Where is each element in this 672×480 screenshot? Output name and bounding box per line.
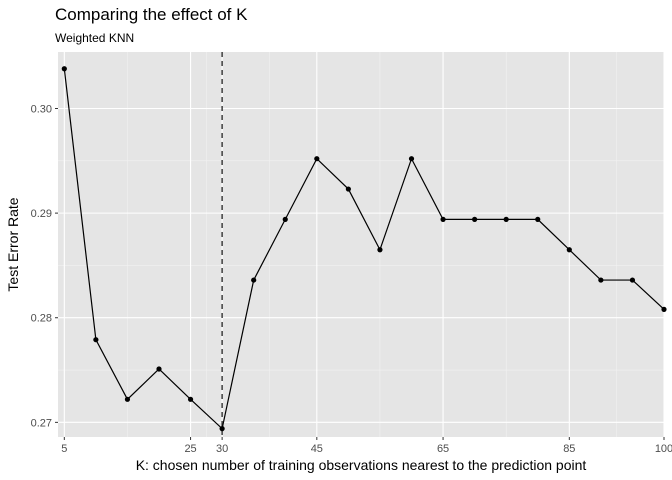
x-tick-label: 45 [311, 443, 323, 455]
x-tick-label: 30 [216, 443, 228, 455]
data-point [535, 216, 541, 222]
data-point [93, 337, 99, 343]
y-tick-label: 0.29 [31, 208, 52, 220]
x-axis: 5 25 30 45 65 85 100 [61, 437, 672, 455]
data-points [61, 66, 667, 432]
data-point [314, 156, 320, 162]
data-point [219, 426, 225, 432]
data-point [187, 396, 194, 402]
data-point [629, 277, 636, 283]
chart-title: Comparing the effect of K [55, 5, 248, 24]
x-tick-label: 65 [437, 443, 449, 455]
data-point [440, 216, 446, 222]
x-tick-label: 85 [563, 443, 575, 455]
x-tick-label: 25 [184, 443, 196, 455]
data-point [282, 216, 288, 222]
data-point [345, 186, 351, 192]
y-axis: 0.27 0.28 0.29 0.30 [31, 103, 58, 429]
data-point [377, 247, 383, 253]
y-axis-title: Test Error Rate [5, 197, 21, 291]
chart-subtitle: Weighted KNN [55, 31, 135, 45]
data-point [661, 306, 667, 312]
data-point [61, 66, 67, 72]
data-point [598, 277, 604, 283]
x-tick-label: 100 [655, 443, 672, 455]
data-point [251, 277, 257, 283]
y-tick-label: 0.28 [31, 313, 52, 325]
y-tick-label: 0.30 [31, 103, 52, 115]
y-tick-label: 0.27 [31, 417, 52, 429]
x-tick-label: 5 [61, 443, 67, 455]
plot-panel [58, 52, 664, 437]
data-point [503, 216, 509, 222]
data-point [566, 247, 572, 253]
series-line [63, 68, 665, 430]
data-point [124, 396, 131, 402]
data-point [156, 366, 162, 372]
data-point [472, 216, 478, 222]
data-point [408, 156, 415, 162]
x-axis-title: K: chosen number of training observation… [136, 457, 587, 473]
